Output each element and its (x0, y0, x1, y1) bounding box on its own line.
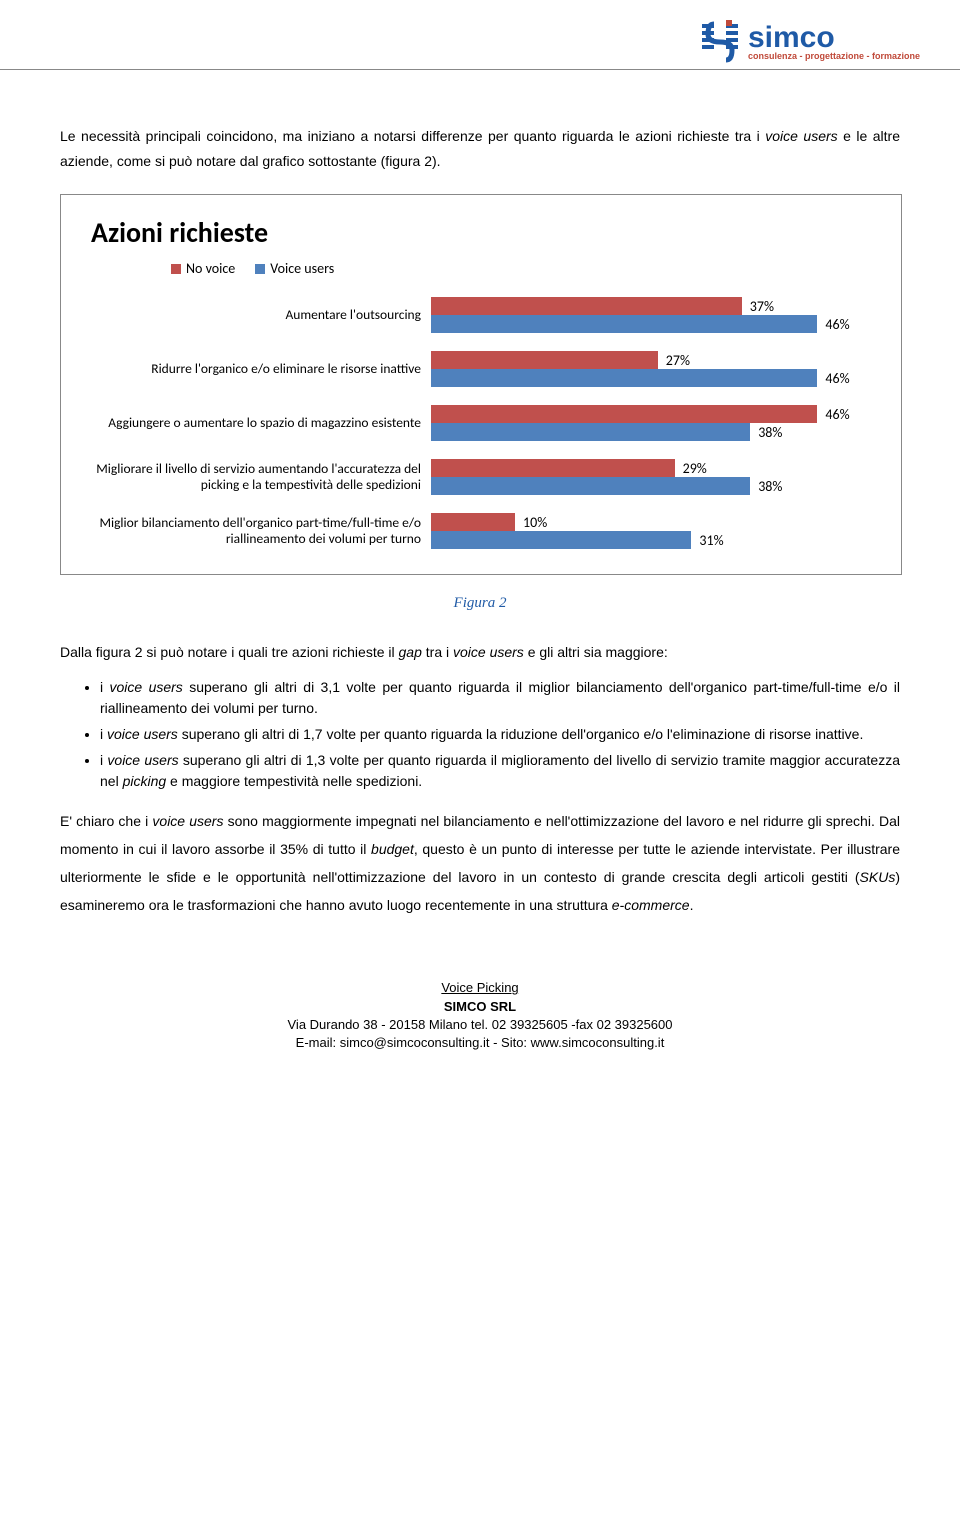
bar (431, 477, 750, 495)
chart-container: Azioni richieste No voice Voice users Aum… (60, 194, 902, 575)
chart-row: Ridurre l'organico e/o eliminare le riso… (91, 351, 871, 387)
category-label: Miglior bilanciamento dell'organico part… (91, 515, 431, 547)
list-item: i voice users superano gli altri di 3,1 … (100, 677, 900, 719)
category-label: Aumentare l'outsourcing (91, 307, 431, 323)
legend-swatch-icon (255, 264, 265, 274)
bar-value-label: 37% (750, 298, 774, 315)
category-label: Migliorare il livello di servizio aument… (91, 461, 431, 493)
bar-value-label: 31% (699, 532, 723, 549)
bar (431, 405, 817, 423)
bar-value-label: 46% (825, 370, 849, 387)
bar (431, 531, 691, 549)
logo-tagline: consulenza - progettazione - formazione (748, 51, 920, 61)
legend-label: No voice (186, 260, 235, 277)
logo: simco consulenza - progettazione - forma… (698, 20, 920, 64)
bullet-list: i voice users superano gli altri di 3,1 … (60, 677, 900, 792)
chart-row: Migliorare il livello di servizio aument… (91, 459, 871, 495)
bar-value-label: 46% (825, 406, 849, 423)
chart-rows: Aumentare l'outsourcing 37% 46% Ridurre l'o… (91, 297, 871, 549)
bar (431, 351, 658, 369)
para-conclusion: E' chiaro che i voice users sono maggior… (60, 807, 900, 919)
bar-group: 37% 46% (431, 297, 871, 333)
bar (431, 369, 817, 387)
footer-contact: E-mail: simco@simcoconsulting.it - Sito:… (60, 1034, 900, 1052)
logo-brand: simco (748, 24, 920, 51)
footer-title: Voice Picking (60, 979, 900, 997)
bar (431, 315, 817, 333)
figure-caption: Figura 2 (60, 595, 900, 612)
chart-row: Aggiungere o aumentare lo spazio di maga… (91, 405, 871, 441)
intro-paragraph: Le necessità principali coincidono, ma i… (60, 124, 900, 174)
chart-row: Miglior bilanciamento dell'organico part… (91, 513, 871, 549)
bar-value-label: 46% (825, 316, 849, 333)
legend-item: No voice (171, 260, 235, 277)
footer-company: SIMCO SRL (60, 998, 900, 1016)
category-label: Aggiungere o aumentare lo spazio di maga… (91, 415, 431, 431)
legend-item: Voice users (255, 260, 334, 277)
para-gap-intro: Dalla figura 2 si può notare i quali tre… (60, 642, 900, 663)
page-content: Le necessità principali coincidono, ma i… (0, 70, 960, 1092)
bar-value-label: 38% (758, 478, 782, 495)
bar-group: 46% 38% (431, 405, 871, 441)
chart-legend: No voice Voice users (171, 260, 871, 277)
list-item: i voice users superano gli altri di 1,3 … (100, 750, 900, 792)
bar-line: 46% (431, 315, 871, 333)
bar (431, 513, 515, 531)
page-footer: Voice Picking SIMCO SRL Via Durando 38 -… (60, 979, 900, 1052)
bar-line: 46% (431, 405, 871, 423)
bar (431, 459, 675, 477)
bar-line: 38% (431, 423, 871, 441)
bar-group: 29% 38% (431, 459, 871, 495)
category-label: Ridurre l'organico e/o eliminare le riso… (91, 361, 431, 377)
bar-value-label: 27% (666, 352, 690, 369)
bar-group: 27% 46% (431, 351, 871, 387)
legend-label: Voice users (270, 260, 334, 277)
bar (431, 297, 742, 315)
legend-swatch-icon (171, 264, 181, 274)
bar-value-label: 38% (758, 424, 782, 441)
bar-line: 37% (431, 297, 871, 315)
bar-line: 38% (431, 477, 871, 495)
bar-line: 10% (431, 513, 871, 531)
bar-value-label: 10% (523, 514, 547, 531)
page-header: simco consulenza - progettazione - forma… (0, 0, 960, 70)
bar-line: 46% (431, 369, 871, 387)
chart-row: Aumentare l'outsourcing 37% 46% (91, 297, 871, 333)
bar-line: 31% (431, 531, 871, 549)
list-item: i voice users superano gli altri di 1,7 … (100, 724, 900, 745)
chart-title: Azioni richieste (91, 215, 871, 250)
bar-line: 27% (431, 351, 871, 369)
footer-address: Via Durando 38 - 20158 Milano tel. 02 39… (60, 1016, 900, 1034)
logo-mark-icon (698, 20, 742, 64)
bar-line: 29% (431, 459, 871, 477)
bar (431, 423, 750, 441)
bar-group: 10% 31% (431, 513, 871, 549)
bar-value-label: 29% (683, 460, 707, 477)
